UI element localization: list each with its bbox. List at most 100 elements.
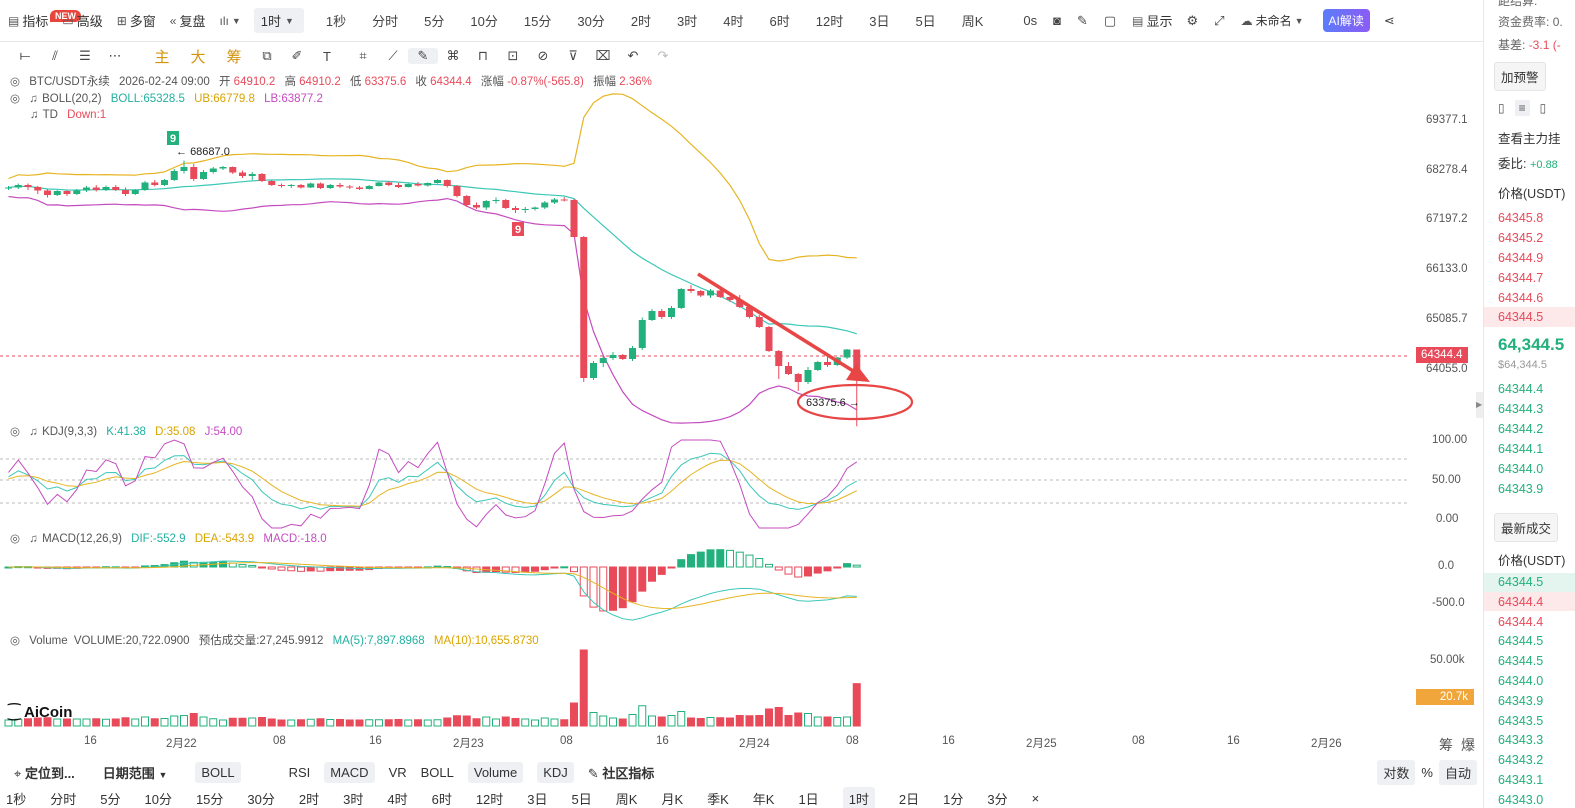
ask-price[interactable]: 64345.2 [1498, 231, 1544, 245]
eye-icon[interactable]: ◎ [10, 93, 21, 105]
fib-icon[interactable]: ☰ [79, 48, 91, 63]
settings-icon[interactable]: ⚙ [1186, 12, 1199, 28]
measure-icon[interactable]: ⌘ [446, 48, 460, 63]
redo-icon[interactable]: ↷ [657, 48, 669, 63]
ask-price[interactable]: 64344.7 [1498, 271, 1544, 285]
chip-toggle[interactable]: 筹 [1439, 737, 1453, 753]
bt-30m[interactable]: 30分 [247, 791, 275, 807]
ask-price[interactable]: 64344.9 [1498, 251, 1544, 265]
timeframe-selector[interactable]: 1时 ▼ [253, 8, 304, 33]
bt-1s[interactable]: 1秒 [6, 791, 27, 807]
indicator-kdj[interactable]: KDJ [537, 761, 574, 783]
price-chart[interactable]: 9 9 ← 68687.0 63375.6 → ⁐ AiCoin [0, 42, 1410, 742]
indicator-macd[interactable]: MACD [324, 761, 375, 783]
bid-price[interactable]: 64344.4 [1498, 382, 1544, 396]
locate-button[interactable]: ⌖ 定位到... [14, 763, 75, 782]
bell-icon[interactable]: ♫ [29, 93, 38, 105]
magnet-icon[interactable]: ⌗ [359, 48, 367, 63]
display-button[interactable]: ▤ 显示 [1132, 11, 1172, 30]
orderbook-view-icons[interactable]: ▯ ≡ ▯ [1498, 100, 1547, 116]
bt-2d[interactable]: 2日 [898, 791, 920, 807]
chip-button[interactable]: 筹 [226, 48, 242, 66]
trend-line-icon[interactable]: ⫽ [52, 48, 58, 63]
indicator-vr[interactable]: VR [388, 764, 407, 780]
bt-6h[interactable]: 6时 [431, 791, 452, 807]
bt-5m[interactable]: 5分 [100, 791, 121, 807]
bt-1h[interactable]: 1时 [842, 786, 875, 808]
lock-icon[interactable]: ⊓ [477, 48, 489, 63]
filter-icon[interactable]: ⊽ [568, 48, 578, 63]
horizontal-line-icon[interactable]: ⟝ [19, 48, 31, 63]
auto-scale-toggle[interactable]: 自动 [1438, 759, 1477, 785]
bt-12h[interactable]: 12时 [475, 791, 504, 807]
chart-type-button[interactable]: ılı ▼ [220, 14, 244, 28]
ask-price[interactable]: 64345.8 [1498, 211, 1544, 225]
eye-icon[interactable]: ◎ [10, 426, 21, 438]
draw-icon[interactable]: ✎ [408, 48, 438, 64]
timeframe-10m[interactable]: 10分 [470, 14, 498, 29]
share-icon[interactable]: ⋖ [1383, 12, 1395, 28]
ask-price[interactable]: 64344.6 [1498, 291, 1544, 305]
community-indicators-button[interactable]: ✎ 社区指标 [588, 763, 655, 782]
bt-1d[interactable]: 1日 [798, 791, 819, 807]
timeframe-1s[interactable]: 1秒 [325, 14, 347, 29]
eye-icon[interactable]: ◎ [10, 76, 21, 88]
bid-price[interactable]: 64343.9 [1498, 482, 1544, 496]
indicator-volume[interactable]: Volume [467, 761, 524, 783]
eye-icon[interactable]: ◎ [10, 533, 21, 545]
timeframe-intraday[interactable]: 分时 [372, 14, 399, 29]
link-icon[interactable]: ⊘ [537, 48, 549, 63]
close-icon[interactable]: × [1031, 790, 1040, 806]
dots-icon[interactable]: ⋯ [108, 48, 122, 63]
bt-2h[interactable]: 2时 [298, 791, 320, 807]
note-icon[interactable]: ▢ [1103, 12, 1117, 28]
bt-10m[interactable]: 10分 [144, 791, 172, 807]
timeframe-3d[interactable]: 3日 [869, 14, 890, 29]
boll-toggle[interactable]: BOLL [195, 761, 241, 783]
timeframe-4h[interactable]: 4时 [723, 14, 744, 29]
bt-3d[interactable]: 3日 [527, 791, 548, 807]
timeframe-5m[interactable]: 5分 [424, 14, 445, 29]
timeframe-week[interactable]: 周K [961, 14, 984, 29]
liquidation-toggle[interactable]: 爆 [1461, 737, 1475, 753]
indicator-boll[interactable]: BOLL [420, 764, 454, 780]
ask-price[interactable]: 64344.5 [1498, 310, 1544, 324]
timeframe-5d[interactable]: 5日 [915, 14, 936, 29]
indicator-rsi[interactable]: RSI [288, 764, 311, 780]
log-scale-toggle[interactable]: 对数 [1377, 759, 1416, 785]
ruler-icon[interactable]: ⟋ [388, 48, 398, 63]
timeframe-15m[interactable]: 15分 [523, 14, 552, 29]
bt-year[interactable]: 年K [752, 791, 775, 807]
bid-price[interactable]: 64344.1 [1498, 442, 1544, 456]
latest-trades-tab[interactable]: 最新成交 [1494, 513, 1559, 542]
indicators-button[interactable]: ▤ 指标 NEW [8, 10, 81, 30]
bell-icon[interactable]: ♫ [29, 426, 38, 438]
brush-icon[interactable]: ✐ [291, 48, 303, 63]
bell-icon[interactable]: ♫ [29, 533, 38, 545]
ai-read-button[interactable]: AI解读 [1322, 9, 1370, 32]
bt-1m[interactable]: 1分 [943, 791, 964, 807]
timeframe-6h[interactable]: 6时 [769, 14, 790, 29]
bt-intraday[interactable]: 分时 [50, 791, 77, 807]
date-range-button[interactable]: 日期范围 ▼ [103, 763, 168, 782]
bt-month[interactable]: 月K [661, 791, 684, 807]
layout-selector[interactable]: ☁ 未命名 ▼ [1241, 12, 1307, 29]
bt-4h[interactable]: 4时 [387, 791, 408, 807]
view-main-orders[interactable]: 查看主力挂 [1498, 132, 1561, 146]
multi-window-button[interactable]: ⊞ 多窗 [117, 11, 156, 30]
bid-price[interactable]: 64344.0 [1498, 462, 1544, 476]
edit-icon[interactable]: ⊡ [507, 48, 519, 63]
panel-collapse-handle[interactable]: ▶ [1476, 392, 1484, 418]
bt-3h[interactable]: 3时 [343, 791, 364, 807]
percent-scale-toggle[interactable]: % [1421, 764, 1433, 780]
pencil-icon[interactable]: ✎ [1076, 12, 1088, 28]
timeframe-2h[interactable]: 2时 [630, 14, 652, 29]
text-icon[interactable]: T [323, 48, 331, 64]
timeframe-12h[interactable]: 12时 [815, 14, 844, 29]
camera-icon[interactable]: ◙ [1053, 13, 1061, 28]
advanced-button[interactable]: ▭ 高级 [62, 11, 102, 30]
big-order-button[interactable]: 大 [190, 48, 206, 66]
replay-button[interactable]: « 复盘 [170, 11, 206, 30]
bt-week[interactable]: 周K [615, 791, 638, 807]
bid-price[interactable]: 64344.2 [1498, 422, 1544, 436]
